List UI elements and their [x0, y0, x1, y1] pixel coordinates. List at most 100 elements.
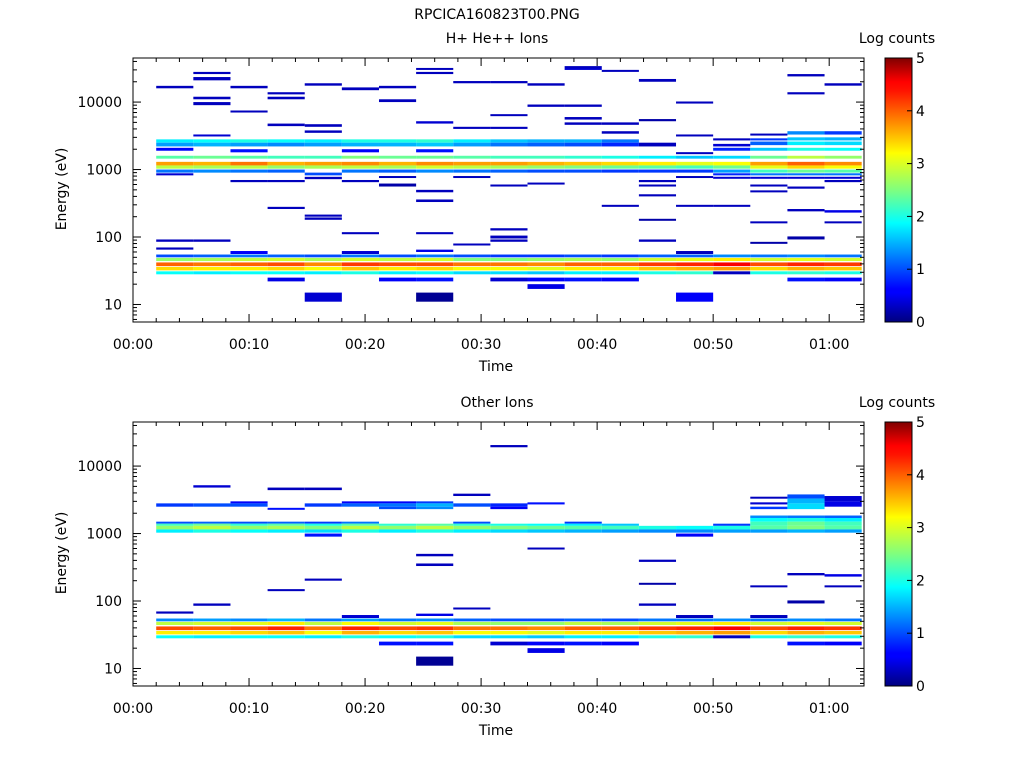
x-tick-label: 00:00: [113, 701, 153, 717]
x-tick-label: 00:20: [345, 701, 385, 717]
heatmap-cell: [676, 618, 714, 622]
heatmap-cell: [601, 529, 639, 533]
heatmap-cell: [787, 529, 825, 533]
heatmap-cell: [193, 165, 231, 169]
heatmap-cell: [527, 641, 565, 646]
heatmap-cell: [676, 626, 714, 631]
heatmap-cell: [193, 262, 231, 267]
heatmap-cell: [601, 635, 639, 639]
heatmap-cell: [824, 515, 862, 518]
heatmap-cell: [453, 503, 491, 507]
heatmap-cell: [378, 630, 417, 635]
heatmap-cell: [341, 169, 379, 173]
heatmap-cell: [230, 142, 268, 147]
heatmap-cell: [638, 218, 677, 221]
colorbar-tick-label: 0: [916, 679, 925, 695]
heatmap-cell: [824, 141, 862, 146]
colorbar: [884, 421, 913, 687]
plot-frame: [132, 57, 865, 323]
heatmap-cell: [638, 603, 677, 606]
heatmap-cell: [564, 139, 602, 143]
heatmap-cell: [156, 521, 194, 524]
heatmap-cell: [156, 626, 194, 631]
colorbar-tick-label: 4: [916, 468, 925, 484]
heatmap-cell: [156, 85, 194, 89]
heatmap-cell: [601, 142, 639, 147]
heatmap-cell: [341, 161, 379, 166]
heatmap-cell: [527, 529, 565, 533]
heatmap-cell: [676, 262, 714, 267]
heatmap-cell: [267, 155, 305, 159]
heatmap-cell: [416, 262, 454, 267]
heatmap-cell: [341, 266, 379, 271]
heatmap-cell: [416, 149, 454, 153]
heatmap-cell: [416, 254, 454, 258]
heatmap-cell: [638, 119, 677, 122]
heatmap-cell: [676, 176, 714, 179]
heatmap-cell: [601, 254, 639, 258]
y-tick-label: 100: [95, 230, 122, 246]
colorbar-tick-label: 4: [916, 104, 925, 120]
colorbar: [884, 57, 913, 323]
heatmap-cell: [601, 523, 639, 526]
heatmap-cell: [490, 114, 528, 117]
heatmap-cell: [341, 618, 379, 622]
heatmap-cell: [304, 214, 342, 217]
heatmap-cell: [378, 262, 417, 267]
heatmap-cell: [787, 147, 825, 151]
heatmap-cell: [490, 503, 528, 507]
heatmap-cell: [490, 254, 528, 258]
y-axis-ticks: 10 100 1000 10000: [77, 60, 864, 320]
heatmap-cell: [787, 176, 825, 179]
heatmap-cell: [787, 521, 825, 526]
heatmap-cell: [601, 122, 639, 125]
colorbar-label: Log counts: [859, 395, 935, 411]
heatmap-cell: [564, 161, 602, 166]
heatmap-cell: [490, 618, 528, 622]
heatmap-cell: [824, 165, 862, 169]
heatmap-cell: [341, 165, 379, 169]
heatmap-cell: [453, 262, 491, 267]
heatmap-cell: [713, 143, 751, 147]
heatmap-cell: [676, 161, 714, 166]
x-tick-label: 00:50: [693, 337, 733, 353]
heatmap-cell: [416, 249, 454, 252]
colorbar-tick-label: 1: [916, 262, 925, 278]
heatmap-cell: [156, 139, 194, 143]
heatmap-cell: [416, 277, 454, 282]
heatmap-cell: [267, 161, 305, 166]
heatmap-cell: [750, 525, 788, 530]
heatmap-cell: [750, 517, 788, 522]
y-axis-label: Energy (eV): [54, 148, 70, 231]
heatmap-cell: [750, 173, 788, 176]
heatmap-cell: [378, 155, 417, 159]
heatmap-cell: [638, 161, 677, 166]
heatmap-cell: [676, 165, 714, 169]
heatmap-cell: [416, 169, 454, 173]
heatmap-cell: [193, 630, 231, 635]
heatmap-cell: [267, 254, 305, 258]
heatmap-cell: [824, 277, 862, 282]
heatmap-cell: [156, 173, 194, 176]
heatmap-cell: [304, 165, 342, 169]
heatmap-cell: [750, 585, 788, 588]
heatmap-cell: [193, 503, 231, 507]
heatmap-cell: [156, 271, 194, 275]
heatmap-cell: [713, 138, 751, 141]
heatmap-cell: [713, 155, 751, 159]
heatmap-cell: [787, 236, 825, 240]
heatmap-cell: [193, 621, 231, 626]
heatmap-cell: [527, 525, 565, 530]
heatmap-cell: [267, 621, 305, 626]
colorbar-ticks: 0 1 2 3 4 5: [907, 415, 925, 695]
heatmap-cell: [490, 445, 528, 448]
heatmap-cell: [676, 292, 714, 302]
heatmap-cell: [193, 529, 231, 533]
heatmap-cell: [341, 87, 379, 91]
heatmap-cell: [564, 142, 602, 147]
heatmap-cell: [527, 648, 565, 653]
heatmap-cell: [676, 251, 714, 254]
heatmap-cell: [453, 165, 491, 169]
heatmap-cell: [230, 271, 268, 275]
y-tick-label: 10: [104, 661, 122, 677]
